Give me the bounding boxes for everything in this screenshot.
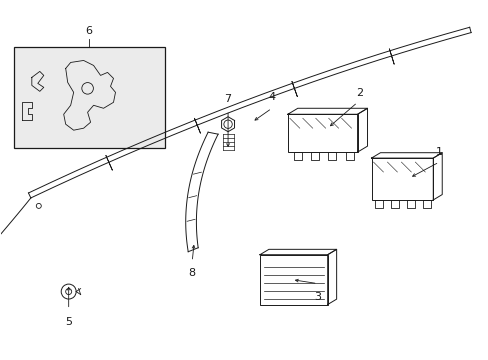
Text: 2: 2: [355, 88, 363, 98]
Text: 1: 1: [435, 147, 442, 157]
Text: 8: 8: [188, 268, 195, 278]
Text: 4: 4: [268, 92, 275, 102]
Bar: [371, 158, 432, 200]
Text: 7: 7: [224, 94, 231, 104]
Text: 6: 6: [85, 26, 92, 36]
Text: 5: 5: [65, 318, 72, 328]
Bar: [287, 114, 357, 152]
Text: 3: 3: [314, 292, 321, 302]
Bar: [260, 255, 327, 305]
Bar: [14, 46, 165, 148]
